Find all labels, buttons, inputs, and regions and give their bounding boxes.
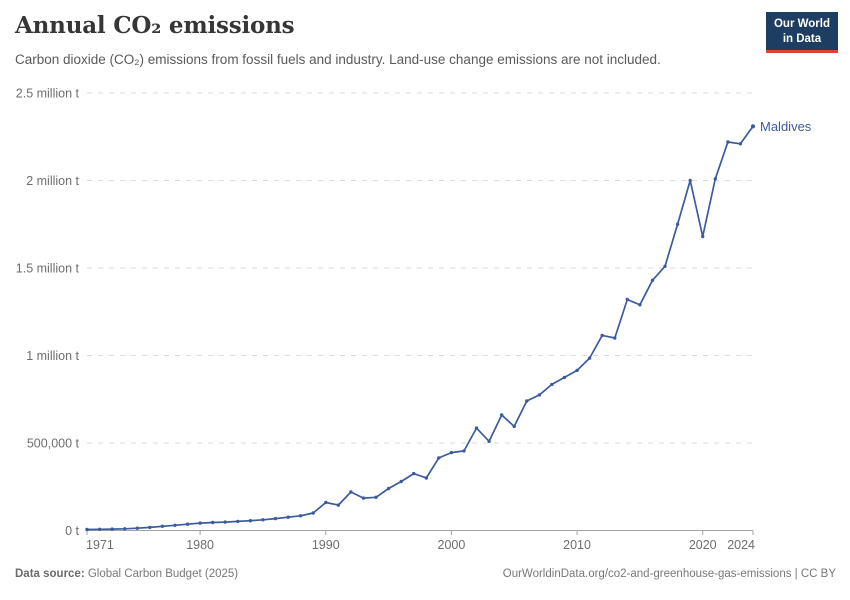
data-point[interactable] bbox=[223, 520, 227, 524]
x-tick-label: 1971 bbox=[86, 538, 114, 552]
x-tick-label: 1990 bbox=[312, 538, 340, 552]
footer-link[interactable]: OurWorldinData.org/co2-and-greenhouse-ga… bbox=[502, 568, 836, 580]
data-point[interactable] bbox=[248, 519, 253, 523]
x-tick-label: 1980 bbox=[186, 538, 214, 552]
data-point[interactable] bbox=[726, 140, 730, 144]
data-source-value: Global Carbon Budget (2025) bbox=[84, 568, 239, 580]
data-source: Data source: Global Carbon Budget (2025) bbox=[15, 568, 238, 580]
data-point[interactable] bbox=[462, 449, 466, 453]
data-point[interactable] bbox=[160, 524, 165, 528]
data-source-label: Data source: bbox=[15, 568, 85, 580]
data-point[interactable] bbox=[562, 375, 567, 380]
data-point[interactable] bbox=[349, 490, 353, 494]
data-point[interactable] bbox=[613, 336, 617, 340]
data-point[interactable] bbox=[324, 500, 328, 505]
emissions-line[interactable] bbox=[86, 125, 754, 531]
data-point[interactable] bbox=[361, 496, 366, 500]
data-point[interactable] bbox=[449, 450, 454, 455]
data-point[interactable] bbox=[688, 178, 692, 183]
chart-subtitle: Carbon dioxide (CO₂) emissions from foss… bbox=[15, 52, 661, 67]
data-point[interactable] bbox=[500, 413, 504, 417]
y-tick-label: 2 million t bbox=[26, 174, 79, 188]
data-point[interactable] bbox=[437, 456, 441, 460]
x-tick-label: 2024 bbox=[727, 538, 755, 552]
data-point[interactable] bbox=[512, 424, 516, 429]
y-tick-label: 1 million t bbox=[26, 349, 79, 363]
data-point[interactable] bbox=[97, 527, 102, 531]
data-point[interactable] bbox=[474, 426, 479, 430]
data-point[interactable] bbox=[701, 234, 705, 239]
y-tick-label: 1.5 million t bbox=[16, 262, 80, 276]
y-tick-label: 2.5 million t bbox=[16, 87, 80, 101]
data-point[interactable] bbox=[85, 527, 89, 532]
data-point[interactable] bbox=[198, 521, 202, 525]
data-point[interactable] bbox=[386, 486, 391, 491]
data-point[interactable] bbox=[575, 368, 579, 373]
owid-logo[interactable]: Our World in Data bbox=[765, 12, 838, 54]
page-title: Annual CO₂ emissions bbox=[15, 12, 295, 39]
data-point[interactable] bbox=[173, 523, 177, 527]
owid-logo-line1: Our World bbox=[773, 18, 830, 30]
data-point[interactable] bbox=[261, 518, 265, 522]
data-point[interactable] bbox=[638, 303, 642, 307]
x-tick-label: 2010 bbox=[563, 538, 591, 552]
data-point[interactable] bbox=[211, 520, 215, 525]
data-point[interactable] bbox=[525, 399, 529, 403]
data-point[interactable] bbox=[110, 527, 114, 531]
data-point[interactable] bbox=[236, 519, 240, 524]
data-point[interactable] bbox=[311, 511, 315, 515]
series-end-label: Maldives bbox=[760, 119, 812, 134]
data-point[interactable] bbox=[399, 479, 403, 484]
data-point[interactable] bbox=[424, 476, 428, 480]
data-point[interactable] bbox=[650, 278, 655, 282]
data-point[interactable] bbox=[625, 297, 629, 302]
y-tick-label: 0 t bbox=[65, 524, 79, 538]
data-point[interactable] bbox=[550, 382, 554, 387]
data-point[interactable] bbox=[587, 356, 592, 360]
data-point[interactable] bbox=[336, 503, 340, 507]
data-point[interactable] bbox=[286, 515, 290, 519]
data-point[interactable] bbox=[487, 439, 491, 443]
data-point[interactable] bbox=[123, 527, 127, 531]
data-point[interactable] bbox=[675, 222, 680, 226]
chart-footer: Data source: Global Carbon Budget (2025)… bbox=[15, 568, 836, 580]
data-point[interactable] bbox=[135, 526, 139, 530]
data-point[interactable] bbox=[713, 177, 717, 181]
data-point[interactable] bbox=[750, 124, 756, 129]
owid-logo-line2: in Data bbox=[782, 32, 822, 45]
y-tick-label: 500,000 t bbox=[27, 437, 80, 451]
data-point[interactable] bbox=[273, 516, 278, 521]
data-point[interactable] bbox=[185, 522, 190, 526]
x-tick-label: 2020 bbox=[689, 538, 717, 552]
data-point[interactable] bbox=[738, 142, 743, 146]
data-point[interactable] bbox=[412, 471, 416, 476]
x-tick-label: 2000 bbox=[438, 538, 466, 552]
data-point[interactable] bbox=[537, 393, 542, 397]
data-point[interactable] bbox=[663, 264, 667, 268]
data-point[interactable] bbox=[374, 495, 378, 499]
data-point[interactable] bbox=[600, 333, 604, 338]
data-point[interactable] bbox=[148, 525, 152, 530]
data-point[interactable] bbox=[298, 514, 303, 518]
